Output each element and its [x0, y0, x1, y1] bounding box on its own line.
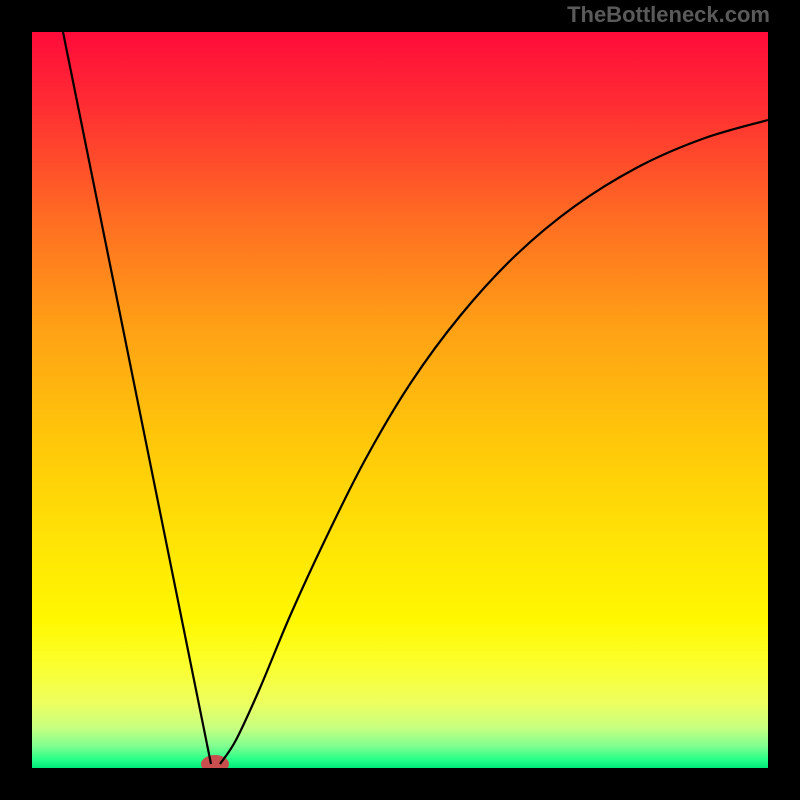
left-branch-line [63, 32, 211, 764]
plot-area [32, 32, 768, 768]
right-branch-curve [220, 120, 768, 764]
chart-container: TheBottleneck.com [0, 0, 800, 800]
curve-layer [32, 32, 768, 768]
watermark-text: TheBottleneck.com [567, 2, 770, 28]
